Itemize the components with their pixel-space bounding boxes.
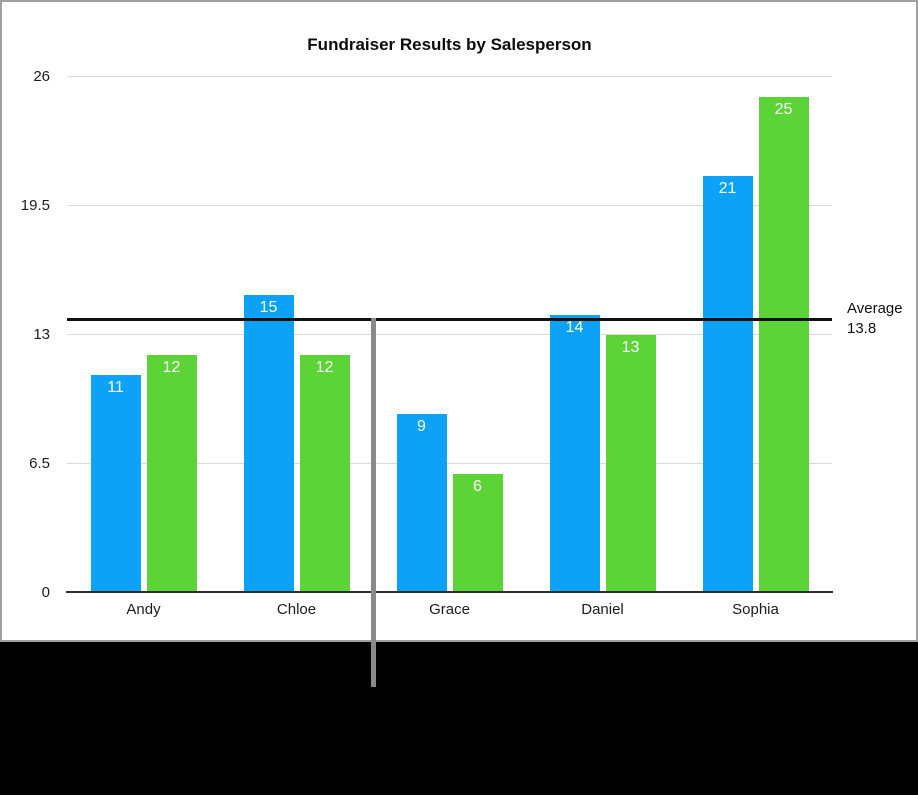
bar-green-series-sophia[interactable]: 25 bbox=[758, 96, 809, 593]
bar-blue-series-andy[interactable]: 11 bbox=[90, 374, 141, 593]
x-axis-label-chloe: Chloe bbox=[276, 601, 317, 618]
gridline bbox=[67, 76, 832, 77]
y-axis-tick-label: 0 bbox=[41, 584, 50, 601]
y-axis-tick-label: 26 bbox=[33, 68, 50, 85]
gridline bbox=[67, 205, 832, 206]
bar-value-label: 14 bbox=[565, 319, 584, 337]
bar-value-label: 21 bbox=[718, 180, 737, 198]
gridline bbox=[67, 334, 832, 335]
bar-green-series-chloe[interactable]: 12 bbox=[299, 354, 350, 593]
plot-area: 11 12 15 12 9 6 14 13 21 25 bbox=[67, 76, 832, 593]
x-axis-label-sophia: Sophia bbox=[732, 601, 779, 618]
bar-value-label: 11 bbox=[107, 378, 124, 396]
bar-blue-series-chloe[interactable]: 15 bbox=[243, 295, 294, 593]
bar-value-label: 6 bbox=[473, 477, 482, 495]
bar-blue-series-grace[interactable]: 9 bbox=[396, 414, 447, 593]
y-axis-tick-label: 13 bbox=[33, 326, 50, 343]
average-value-text: 13.8 bbox=[847, 320, 877, 337]
x-axis-label-grace: Grace bbox=[429, 601, 470, 618]
average-line[interactable] bbox=[67, 318, 832, 322]
bar-green-series-daniel[interactable]: 13 bbox=[605, 335, 656, 593]
bar-green-series-grace[interactable]: 6 bbox=[452, 473, 503, 593]
x-axis-label-andy: Andy bbox=[126, 601, 161, 618]
bar-value-label: 12 bbox=[315, 358, 334, 376]
bar-value-label: 12 bbox=[162, 358, 181, 376]
average-label: Average 13.8 bbox=[847, 299, 917, 339]
chart-card: Fundraiser Results by Salesperson 11 12 15… bbox=[0, 0, 918, 642]
bar-value-label: 15 bbox=[259, 299, 278, 317]
pointer-line bbox=[371, 318, 376, 687]
chart-title: Fundraiser Results by Salesperson bbox=[307, 35, 592, 54]
bar-blue-series-sophia[interactable]: 21 bbox=[702, 176, 753, 593]
gridline bbox=[67, 463, 832, 464]
x-axis-label-daniel: Daniel bbox=[581, 601, 624, 618]
y-axis-tick-label: 19.5 bbox=[20, 197, 50, 214]
bar-value-label: 25 bbox=[774, 100, 793, 118]
bar-value-label: 9 bbox=[417, 418, 426, 436]
bar-green-series-andy[interactable]: 12 bbox=[146, 354, 197, 593]
x-axis-line bbox=[66, 591, 833, 593]
average-label-text: Average bbox=[847, 300, 903, 317]
y-axis-tick-label: 6.5 bbox=[29, 455, 50, 472]
background-panel bbox=[0, 642, 918, 795]
bar-value-label: 13 bbox=[621, 339, 640, 356]
bar-blue-series-daniel[interactable]: 14 bbox=[549, 315, 600, 593]
